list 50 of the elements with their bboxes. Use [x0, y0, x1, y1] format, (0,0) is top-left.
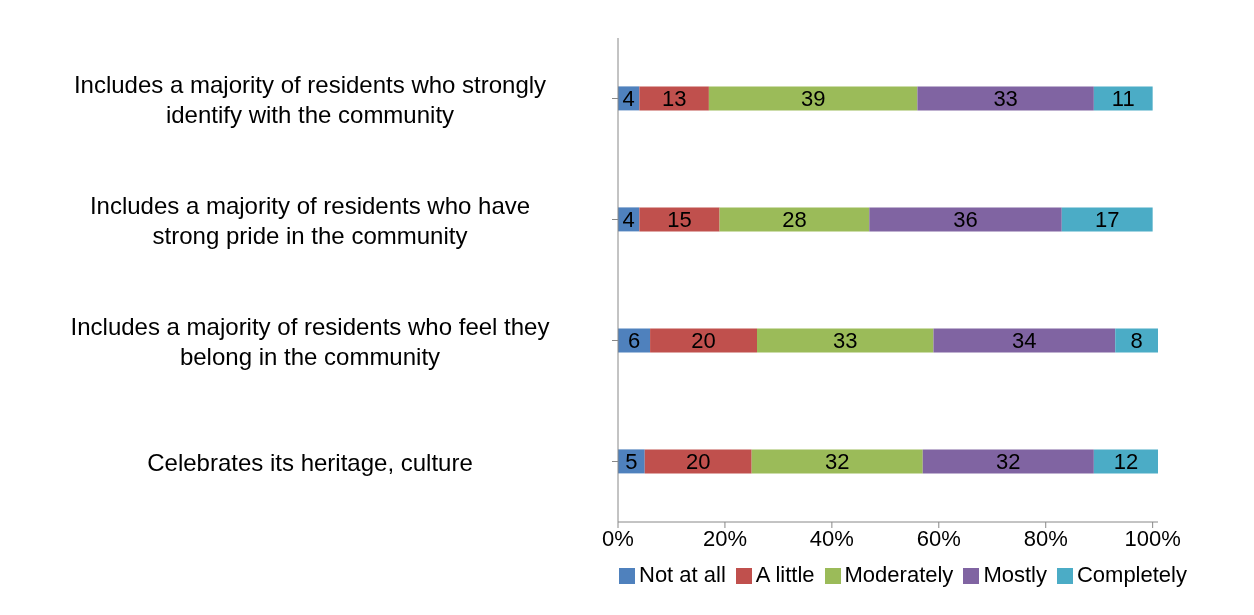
bar [650, 328, 758, 353]
y-tick-label: Includes a majority of residents who strongly identify with the community [73, 70, 547, 127]
data-label: 32 [996, 449, 1021, 475]
bar [1093, 86, 1153, 111]
x-tick-label: 40% [809, 525, 854, 551]
data-label: 12 [1113, 449, 1139, 475]
x-tick-label: 60% [916, 525, 961, 551]
legend-label: Completely [1076, 562, 1187, 587]
x-tick-label: 80% [1023, 525, 1068, 551]
legend-label: Not at all [639, 562, 726, 587]
bar [639, 207, 720, 232]
bar [922, 449, 1094, 474]
data-label: 6 [627, 328, 641, 354]
data-label: 5 [625, 449, 638, 475]
y-tick-label: Includes a majority of residents who have strong pride in the community [89, 191, 531, 248]
data-label: 20 [685, 449, 711, 475]
data-label: 13 [661, 86, 687, 112]
legend-label: A little [755, 562, 815, 587]
bar [751, 449, 923, 474]
data-label: 20 [691, 328, 716, 354]
data-label: 34 [1012, 328, 1037, 354]
data-label: 33 [832, 328, 858, 354]
data-label: 15 [667, 207, 692, 233]
x-tick-label: 100% [1124, 525, 1181, 551]
data-label: 4 [622, 86, 635, 112]
bar [1061, 207, 1153, 232]
bar [644, 449, 752, 474]
data-label: 36 [953, 207, 978, 233]
data-label: 33 [993, 86, 1018, 112]
bar [757, 328, 934, 353]
x-tick-label: 20% [702, 525, 747, 551]
bar [917, 86, 1094, 111]
data-label: 39 [800, 86, 826, 112]
legend-label: Moderately [844, 562, 954, 587]
data-label: 4 [622, 207, 635, 233]
bar [719, 207, 870, 232]
data-label: 32 [824, 449, 850, 475]
y-tick-label: Celebrates its heritage, culture [147, 448, 473, 475]
data-label: 17 [1094, 207, 1120, 233]
bar [708, 86, 918, 111]
bar [869, 207, 1062, 232]
bar [1115, 328, 1158, 353]
x-tick-label: 0% [602, 525, 634, 551]
data-label: 11 [1111, 86, 1135, 112]
data-label: 8 [1130, 328, 1143, 354]
data-label: 28 [782, 207, 807, 233]
legend-label: Mostly [983, 562, 1047, 587]
y-tick-label: Includes a majority of residents who feel they belong in the community [70, 312, 550, 369]
bar [933, 328, 1116, 353]
bar [639, 86, 709, 111]
